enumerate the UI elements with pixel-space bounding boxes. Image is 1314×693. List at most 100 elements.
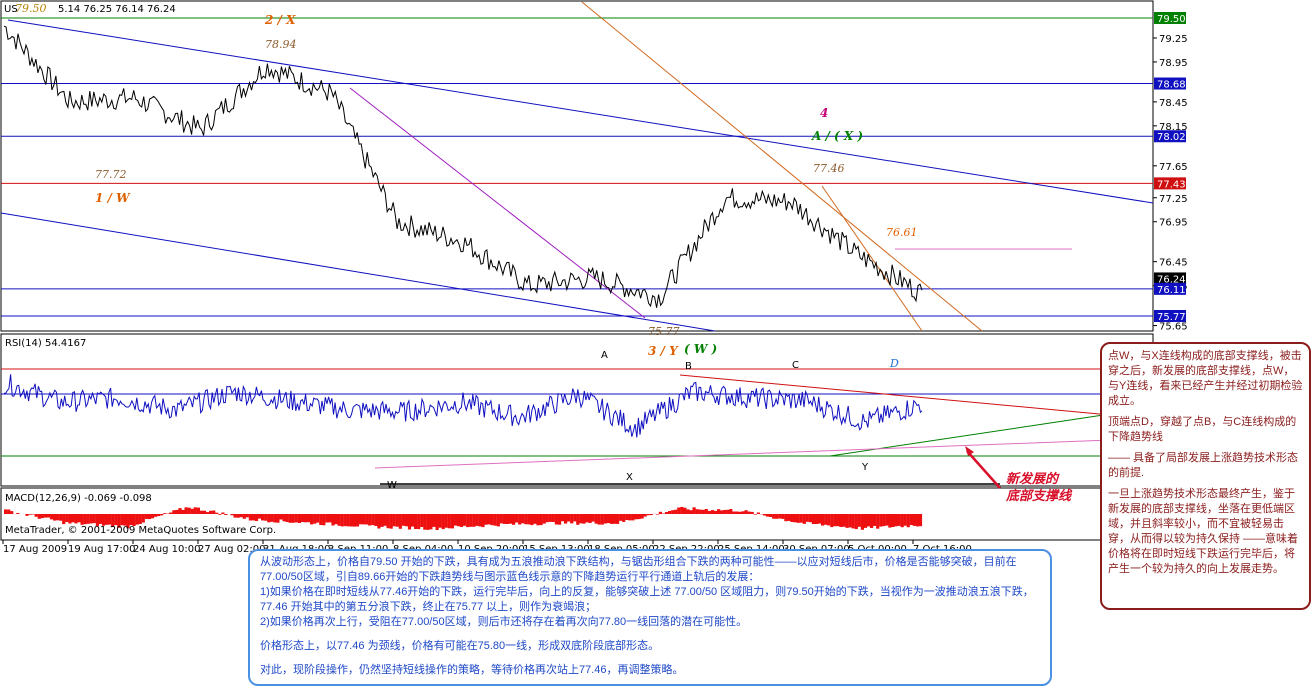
price-75-77-label: 75.77 bbox=[648, 325, 680, 338]
wave-w-label: ( W ) bbox=[684, 342, 717, 356]
time-tick-label: 24 Aug 10:00 bbox=[133, 544, 200, 555]
macd-bar bbox=[570, 514, 574, 524]
macd-bar bbox=[710, 510, 715, 514]
macd-bar bbox=[270, 514, 274, 522]
macd-bar bbox=[46, 514, 50, 518]
macd-bar bbox=[187, 507, 191, 514]
rsi-pink-support-line bbox=[374, 439, 1111, 469]
new-support-callout: 新发展的 底部支撑线 bbox=[1006, 471, 1071, 505]
macd-bar bbox=[894, 514, 898, 527]
time-tick-label: 27 Aug 02:00 bbox=[198, 544, 265, 555]
price-tick-label: 75.65 bbox=[1159, 322, 1188, 333]
macd-histogram bbox=[4, 506, 923, 530]
side-note-p3: —— 具备了局部发展上涨趋势技术形态的前提. bbox=[1108, 452, 1299, 479]
macd-bar bbox=[661, 513, 666, 514]
macd-bar bbox=[704, 509, 708, 514]
macd-bar bbox=[793, 514, 797, 523]
price-line bbox=[3, 25, 923, 308]
macd-bar bbox=[86, 514, 90, 524]
macd-bar bbox=[206, 512, 210, 514]
macd-bar bbox=[190, 508, 194, 514]
macd-bar bbox=[903, 514, 907, 526]
macd-bar bbox=[478, 514, 482, 527]
macd-bar bbox=[392, 514, 396, 527]
macd-bar bbox=[726, 509, 730, 514]
macd-bar bbox=[346, 514, 350, 527]
price-tick-label: 79.25 bbox=[1159, 34, 1188, 45]
rsi-series bbox=[3, 374, 923, 438]
macd-bar bbox=[420, 514, 424, 527]
macd-bar bbox=[683, 507, 687, 514]
macd-bar bbox=[493, 514, 497, 526]
macd-bar bbox=[261, 514, 265, 521]
macd-bar bbox=[105, 514, 109, 525]
macd-bar bbox=[692, 507, 696, 514]
price-tag-label: 75.77 bbox=[1157, 312, 1186, 323]
macd-bar bbox=[401, 514, 405, 526]
price-tag-box bbox=[1154, 12, 1186, 24]
macd-bar bbox=[879, 514, 883, 527]
macd-bar bbox=[175, 509, 179, 514]
macd-bar bbox=[487, 514, 491, 525]
macd-bar bbox=[882, 514, 886, 527]
macd-bar bbox=[141, 514, 145, 523]
price-tag-box bbox=[1154, 77, 1186, 90]
rsi-point-x: X bbox=[626, 472, 633, 483]
purple-trend-line bbox=[349, 87, 646, 319]
macd-bar bbox=[888, 514, 892, 528]
macd-bar bbox=[640, 514, 644, 519]
macd-bar bbox=[463, 514, 467, 526]
macd-bar bbox=[144, 514, 148, 519]
macd-bar bbox=[212, 510, 216, 514]
main-note-p2: 1)如果价格在即时短线从77.46开始的下跌，运行完毕后，向上的反复，能够突破上… bbox=[260, 586, 1034, 613]
analysis-note-side: 点W，与X连线构成的底部支撑线，被击穿之后，新发展的底部支撑线，点W，与Y连线，… bbox=[1100, 342, 1311, 610]
macd-bar bbox=[236, 514, 240, 518]
macd-bar bbox=[625, 514, 629, 520]
macd-bar bbox=[4, 509, 8, 514]
price-tag-box bbox=[1154, 272, 1186, 285]
macd-bar bbox=[814, 514, 819, 524]
callout-arrow-head bbox=[965, 446, 974, 456]
rsi-title: RSI(14) 54.4167 bbox=[5, 338, 86, 349]
rsi-point-b: B bbox=[685, 361, 692, 372]
macd-bar bbox=[343, 514, 347, 527]
macd-bar bbox=[71, 514, 75, 523]
macd-bar bbox=[450, 514, 454, 529]
macd-bar bbox=[303, 514, 308, 523]
macd-bar bbox=[31, 514, 35, 515]
price-tick-label: 78.15 bbox=[1159, 122, 1188, 133]
macd-bar bbox=[423, 514, 427, 530]
macd-bar bbox=[551, 514, 555, 522]
macd-bar bbox=[56, 514, 60, 521]
macd-bar bbox=[68, 514, 72, 524]
price-tag-box bbox=[1154, 130, 1186, 143]
rsi-resistance-line bbox=[679, 374, 1111, 416]
macd-bar bbox=[588, 514, 592, 523]
macd-bar bbox=[101, 514, 106, 526]
macd-bar bbox=[530, 514, 534, 526]
wave-4-label: 4 bbox=[820, 106, 828, 120]
macd-bar bbox=[674, 509, 678, 514]
macd-bar bbox=[404, 514, 409, 527]
macd-bar bbox=[594, 514, 598, 524]
macd-bar bbox=[735, 511, 739, 514]
trend-lines bbox=[0, 1, 1154, 332]
brown-trend-line-2 bbox=[821, 185, 923, 332]
macd-bar bbox=[444, 514, 448, 528]
macd-bar bbox=[597, 514, 601, 525]
macd-bar bbox=[720, 510, 724, 514]
macd-bar bbox=[371, 514, 375, 526]
macd-bar bbox=[215, 512, 219, 514]
macd-bar bbox=[218, 514, 222, 515]
macd-bar bbox=[747, 511, 751, 514]
macd-bar bbox=[334, 514, 338, 525]
macd-bar bbox=[811, 514, 815, 524]
top-price-label: 79.50 bbox=[15, 2, 47, 15]
rsi-point-y: Y bbox=[861, 462, 869, 473]
macd-bar bbox=[267, 514, 271, 523]
macd-bar bbox=[612, 514, 617, 524]
macd-bar bbox=[833, 514, 837, 527]
macd-bar bbox=[518, 514, 522, 525]
macd-bar bbox=[178, 508, 182, 514]
macd-bar bbox=[150, 514, 155, 519]
